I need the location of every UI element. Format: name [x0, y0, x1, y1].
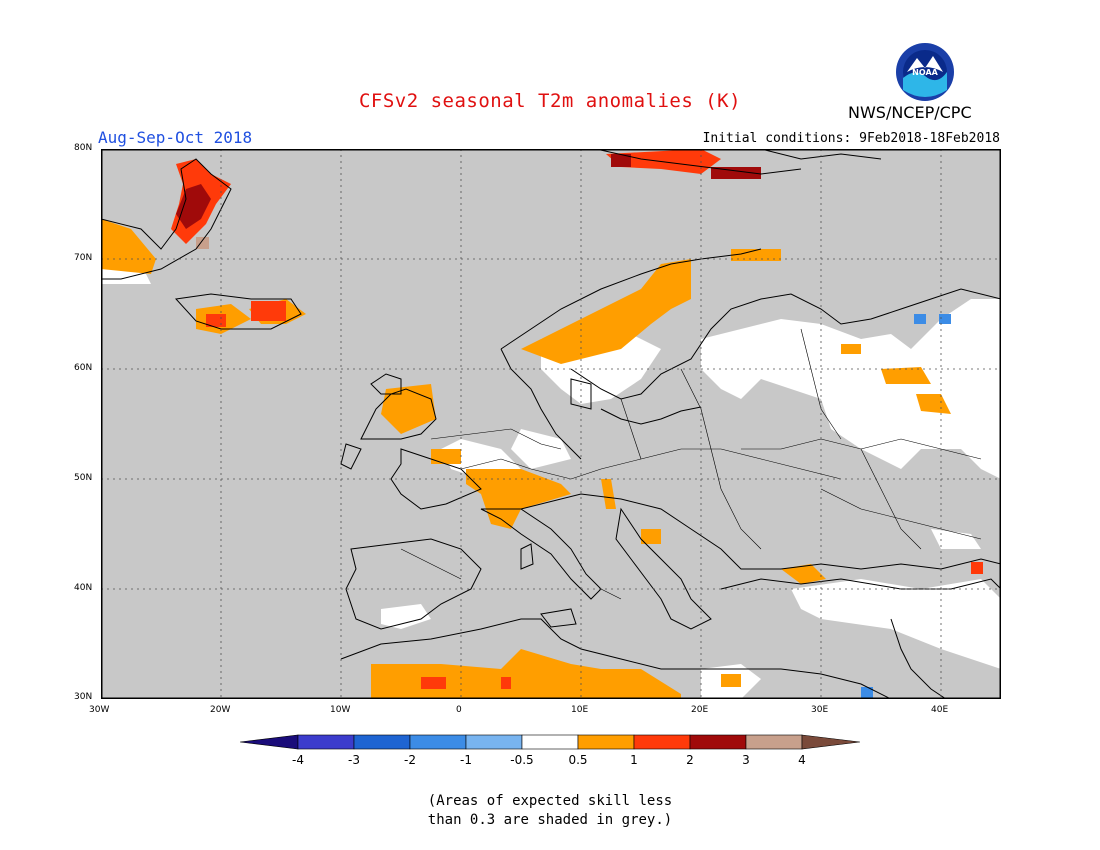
lon-label-20e: 20E — [691, 705, 709, 715]
noaa-logo-icon: NOAA — [896, 43, 954, 101]
colorbar-label: -4 — [292, 753, 304, 767]
colorbar-label: 0.5 — [568, 753, 587, 767]
colorbar-label: 1 — [630, 753, 638, 767]
lon-label-30w: 30W — [89, 705, 110, 715]
lat-label-30n: 30N — [74, 692, 93, 702]
colorbar-label: 2 — [686, 753, 694, 767]
logo-wave — [903, 72, 947, 97]
extreme-warm-areas — [196, 237, 209, 249]
colorbar-segment — [353, 734, 411, 750]
forecast-period: Aug-Sep-Oct 2018 — [98, 128, 253, 147]
lat-label-70n: 70N — [74, 253, 93, 263]
colorbar-label: 3 — [742, 753, 750, 767]
colorbar-segment — [465, 734, 523, 750]
map-frame — [101, 149, 1001, 699]
logo-bird — [907, 56, 943, 72]
colorbar-label: 4 — [798, 753, 806, 767]
organization-label: NWS/NCEP/CPC — [848, 103, 972, 122]
colorbar-label: -0.5 — [510, 753, 533, 767]
lon-label-10e: 10E — [571, 705, 589, 715]
lat-label-40n: 40N — [74, 583, 93, 593]
colorbar-segment — [745, 734, 803, 750]
lon-label-40e: 40E — [931, 705, 949, 715]
coastlines — [101, 149, 1001, 699]
lon-label-0: 0 — [456, 705, 462, 715]
cool-anomaly-areas — [861, 314, 951, 699]
lat-label-50n: 50N — [74, 473, 93, 483]
skill-note-line-2: than 0.3 are shaded in grey.) — [427, 812, 673, 828]
color-scale: -4 -3 -2 -1 -0.5 0.5 1 2 3 4 — [240, 734, 860, 767]
colorbar-segment — [633, 734, 691, 750]
anomaly-map — [101, 149, 1001, 699]
lon-label-20w: 20W — [210, 705, 231, 715]
colorbar-segment — [409, 734, 467, 750]
lat-label-60n: 60N — [74, 363, 93, 373]
skill-note: (Areas of expected skill less than 0.3 a… — [0, 792, 1100, 830]
colorbar-label: -2 — [404, 753, 416, 767]
colorbar-segment — [521, 734, 579, 750]
lon-label-30e: 30E — [811, 705, 829, 715]
colorbar-segment — [577, 734, 635, 750]
lon-label-10w: 10W — [330, 705, 351, 715]
colorbar-label: -1 — [460, 753, 472, 767]
skill-note-line-1: (Areas of expected skill less — [427, 793, 673, 809]
graticule — [101, 149, 1001, 699]
map-title: CFSv2 seasonal T2m anomalies (K) — [358, 90, 742, 112]
country-borders — [400, 328, 982, 600]
logo-text: NOAA — [912, 68, 938, 77]
colorbar-segment — [297, 734, 355, 750]
very-strong-warm-areas — [176, 154, 761, 229]
colorbar-segment — [689, 734, 747, 750]
colorbar-min-arrow — [240, 734, 299, 750]
colorbar-label: -3 — [348, 753, 360, 767]
initial-conditions: Initial conditions: 9Feb2018-18Feb2018 — [702, 131, 1000, 146]
lat-label-80n: 80N — [74, 143, 93, 153]
colorbar-max-arrow — [801, 734, 860, 750]
